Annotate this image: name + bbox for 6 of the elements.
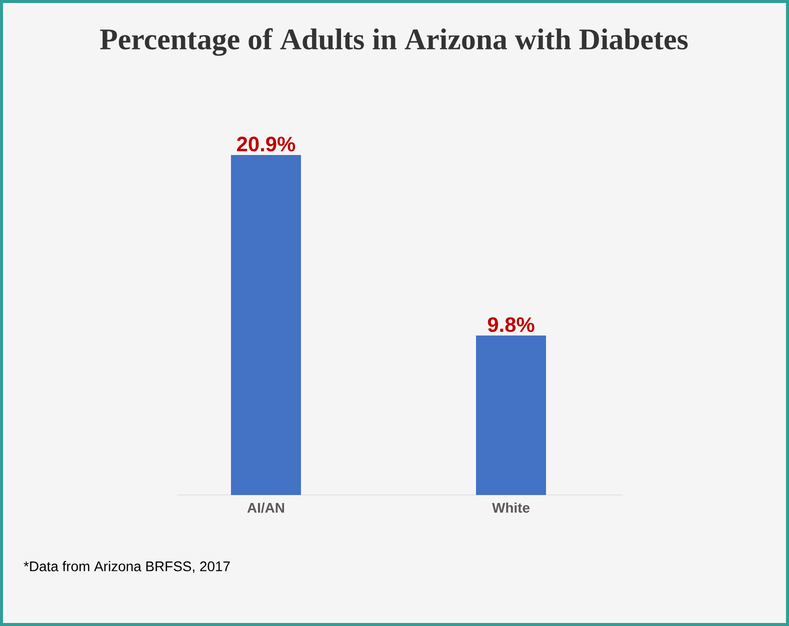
chart-title: Percentage of Adults in Arizona with Diabetes bbox=[100, 28, 688, 56]
data-label: 20.9% bbox=[237, 136, 296, 152]
x-tick-label: White bbox=[492, 502, 530, 513]
x-tick-label: AI/AN bbox=[247, 502, 284, 513]
text: *Data from Arizona BRFSS, 2017 bbox=[24, 561, 230, 573]
data-label: 9.8% bbox=[488, 317, 534, 332]
